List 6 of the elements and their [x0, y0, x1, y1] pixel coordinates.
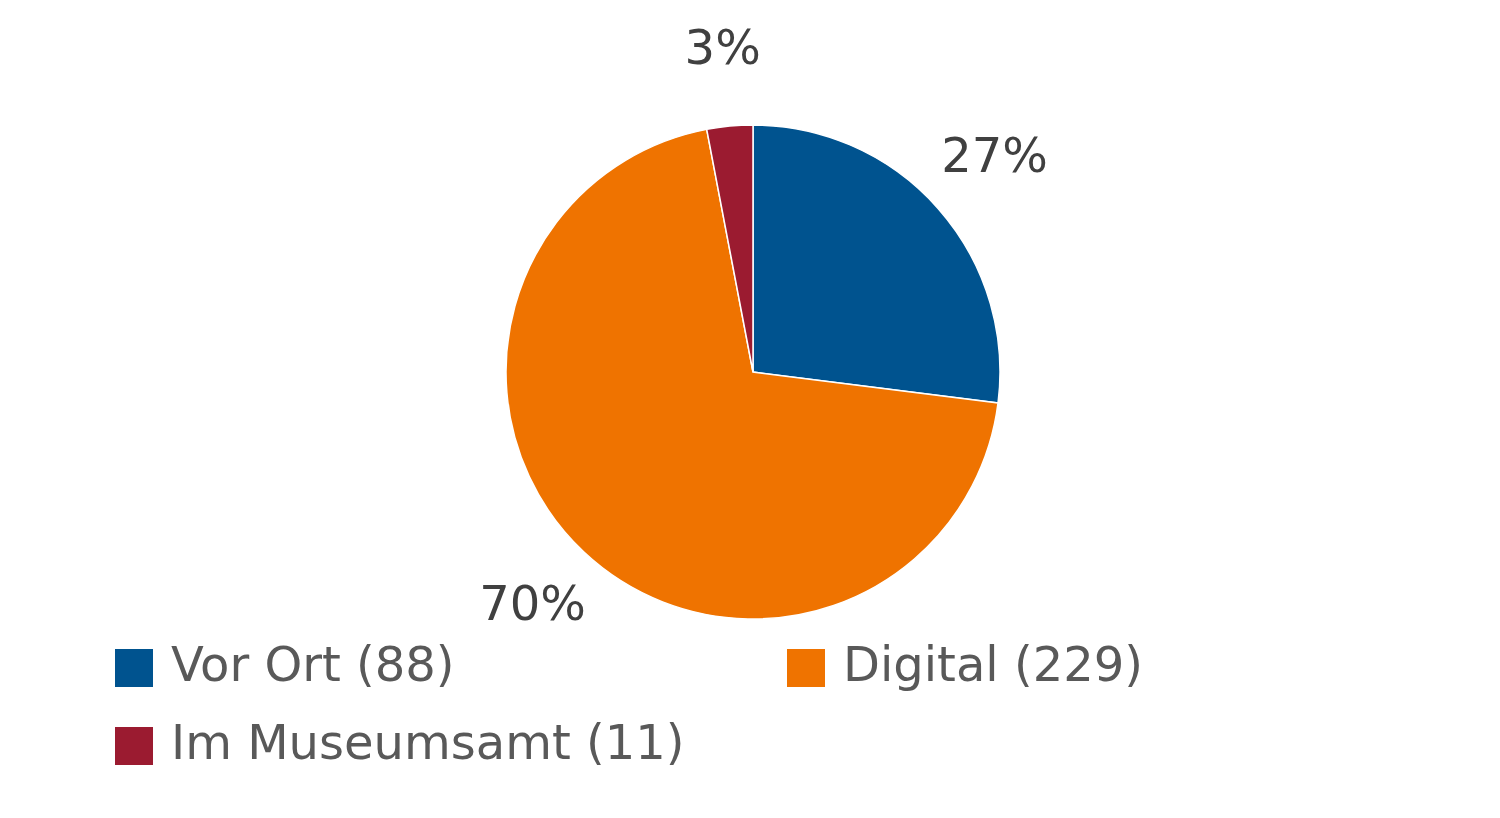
legend-label: Vor Ort (88) [171, 636, 455, 692]
data-label: 70% [479, 574, 586, 631]
data-label: 3% [684, 19, 761, 76]
legend-label: Im Museumsamt (11) [171, 714, 685, 770]
legend-label: Digital (229) [843, 636, 1143, 692]
data-label: 27% [941, 127, 1048, 184]
